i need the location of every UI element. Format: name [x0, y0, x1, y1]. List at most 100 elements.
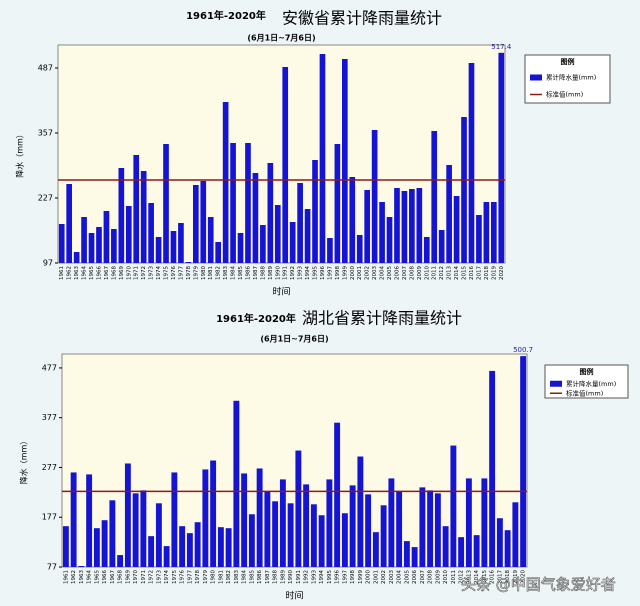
y-tick-label: 477 — [42, 363, 57, 372]
bar — [388, 478, 395, 567]
x-tick-label: 1996 — [320, 266, 326, 280]
bar — [483, 202, 490, 263]
bar — [202, 469, 209, 567]
x-tick-label: 1971 — [134, 266, 140, 280]
bar — [431, 131, 438, 263]
bar — [272, 501, 279, 567]
value-label: 517.4 — [491, 43, 512, 51]
x-tick-label: 1977 — [178, 266, 184, 280]
value-label: 500.7 — [513, 346, 533, 354]
x-tick-label: 2006 — [394, 266, 400, 280]
x-tick-label: 1984 — [242, 570, 248, 584]
bar — [109, 500, 116, 567]
bar — [520, 356, 527, 567]
x-tick-label: 1990 — [288, 570, 294, 584]
x-tick-label: 1993 — [311, 570, 317, 584]
bar — [453, 196, 460, 263]
bar — [326, 479, 333, 567]
x-tick-label: 1979 — [203, 570, 209, 584]
bar — [504, 530, 511, 567]
x-tick-label: 1964 — [87, 570, 93, 584]
bar — [371, 130, 378, 263]
x-tick-label: 2018 — [484, 266, 490, 280]
x-tick-label: 1974 — [156, 266, 162, 280]
bar — [66, 184, 73, 263]
bar — [476, 215, 482, 263]
x-tick-label: 1982 — [216, 266, 222, 280]
bar — [334, 422, 341, 567]
bar — [427, 490, 434, 567]
x-tick-label: 2016 — [490, 570, 496, 584]
x-tick-label: 1966 — [102, 570, 108, 584]
x-tick-label: 1970 — [133, 570, 139, 584]
bar — [96, 227, 102, 263]
bar — [62, 526, 69, 567]
bar — [248, 514, 255, 567]
x-tick-label: 1985 — [249, 570, 255, 584]
bar — [245, 143, 251, 263]
bar — [319, 54, 326, 263]
bar — [411, 547, 418, 567]
x-tick-label: 1996 — [335, 570, 341, 584]
bar — [88, 233, 95, 263]
x-tick-label: 1978 — [186, 266, 192, 280]
bar — [215, 242, 222, 263]
bar — [185, 262, 192, 263]
legend-title: 图例 — [580, 367, 594, 376]
bar — [186, 533, 193, 567]
x-tick-label: 2016 — [469, 266, 475, 280]
bar — [125, 206, 132, 263]
legend-swatch — [550, 380, 562, 387]
x-tick-label: 1982 — [226, 570, 232, 584]
bar — [148, 536, 155, 567]
bar — [297, 183, 303, 263]
bar — [179, 526, 186, 567]
bar — [207, 217, 214, 263]
bar — [118, 168, 125, 263]
bar — [222, 102, 229, 263]
bar — [512, 502, 519, 567]
x-tick-label: 1964 — [82, 266, 88, 280]
x-tick-label: 2012 — [439, 266, 445, 280]
x-tick-label: 2003 — [389, 570, 395, 584]
x-tick-label: 1981 — [218, 570, 224, 584]
x-tick-label: 1983 — [234, 570, 240, 584]
x-tick-label: 1979 — [193, 266, 199, 280]
bar — [192, 185, 199, 263]
bar — [327, 238, 333, 263]
bar — [409, 189, 415, 263]
bar — [438, 230, 445, 263]
y-tick-label: 227 — [38, 194, 53, 203]
x-tick-label: 2013 — [466, 570, 472, 584]
y-axis-label: 降水（mm） — [15, 130, 25, 178]
bar — [133, 155, 140, 263]
x-tick-label: 1962 — [67, 266, 73, 280]
x-tick-label: 2002 — [365, 266, 371, 280]
bar — [233, 400, 240, 567]
bar — [481, 478, 488, 567]
x-tick-label: 1974 — [164, 570, 170, 584]
bar — [155, 503, 162, 567]
y-tick-label: 177 — [42, 513, 57, 522]
x-tick-label: 1967 — [110, 570, 116, 584]
bar — [70, 472, 77, 567]
x-tick-label: 1968 — [118, 570, 124, 584]
bar — [140, 171, 147, 263]
bar — [81, 217, 87, 263]
x-tick-label: 1987 — [253, 266, 259, 280]
x-tick-label: 1972 — [141, 266, 147, 280]
bar — [496, 518, 503, 567]
x-tick-label: 1988 — [273, 570, 279, 584]
bar — [274, 205, 281, 263]
x-tick-label: 2001 — [357, 266, 363, 280]
x-tick-label: 2020 — [499, 266, 505, 280]
bar — [282, 67, 289, 263]
bar — [86, 474, 93, 567]
x-tick-label: 1999 — [342, 266, 348, 280]
x-tick-label: 1994 — [319, 570, 325, 584]
bar — [490, 202, 497, 263]
bar — [260, 225, 266, 263]
x-tick-label: 1965 — [89, 266, 95, 280]
y-tick-label: 97 — [43, 259, 53, 268]
x-tick-label: 1980 — [201, 266, 207, 280]
